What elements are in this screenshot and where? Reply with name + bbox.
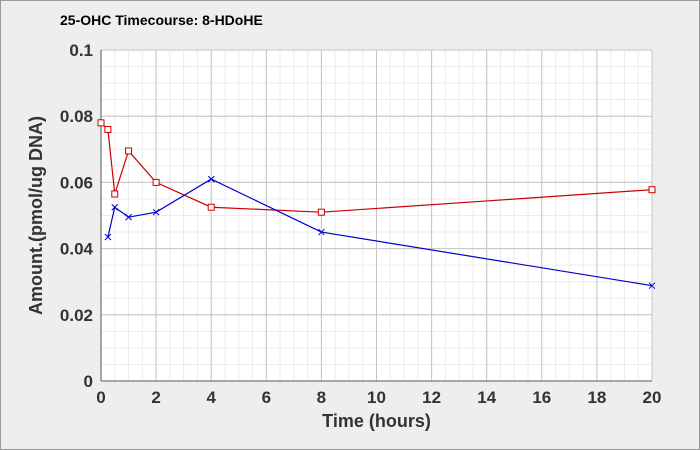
y-tick-label: 0.1 (69, 41, 93, 60)
data-point-marker (317, 208, 325, 216)
y-tick-labels: 0 0.02 0.04 0.06 0.08 0.1 (60, 41, 94, 391)
marker-stroke (207, 175, 215, 183)
data-point-marker (125, 147, 133, 155)
x-tick-label: 12 (422, 388, 441, 407)
data-point-marker (97, 119, 105, 127)
data-point-marker (104, 233, 112, 241)
data-point-marker (111, 203, 119, 211)
x-tick-labels: 0 2 4 6 8 10 12 14 16 18 20 (96, 388, 661, 407)
x-tick-label: 2 (151, 388, 160, 407)
x-tick-label: 6 (262, 388, 271, 407)
x-tick-label: 20 (643, 388, 662, 407)
y-tick-label: 0.04 (60, 240, 94, 259)
data-point-marker (125, 213, 132, 221)
y-axis-label: Amount.(pmol/ug DNA) (26, 116, 46, 315)
data-point-marker (207, 175, 215, 183)
y-tick-label: 0.06 (60, 173, 93, 192)
series-2 (104, 175, 656, 290)
y-tick-label: 0.08 (60, 107, 93, 126)
x-tick-label: 4 (206, 388, 216, 407)
marker-stroke (111, 203, 119, 211)
chart-title: 25-OHC Timecourse: 8-HDoHE (60, 12, 263, 28)
y-tick-label: 0 (84, 372, 93, 391)
data-point-marker (104, 125, 112, 133)
data-point-marker (648, 186, 656, 194)
data-point-marker (152, 178, 160, 186)
data-point-marker (207, 203, 215, 211)
series-line (100, 122, 653, 213)
series-1 (97, 119, 656, 216)
data-point-marker (152, 208, 160, 216)
marker-stroke (104, 233, 112, 241)
x-tick-label: 14 (477, 388, 496, 407)
x-tick-label: 16 (532, 388, 551, 407)
data-point-marker (648, 282, 656, 290)
x-tick-label: 8 (317, 388, 326, 407)
x-tick-label: 10 (367, 388, 386, 407)
marker-stroke (318, 228, 325, 236)
x-tick-label: 0 (96, 388, 105, 407)
marker-stroke (648, 282, 656, 290)
marker-stroke (125, 213, 132, 221)
marker-stroke (152, 208, 160, 216)
series-layer (97, 119, 656, 290)
data-point-marker (318, 228, 325, 236)
y-tick-label: 0.02 (60, 306, 93, 325)
x-axis-label: Time (hours) (322, 411, 431, 431)
x-tick-label: 18 (587, 388, 606, 407)
data-point-marker (111, 190, 119, 198)
